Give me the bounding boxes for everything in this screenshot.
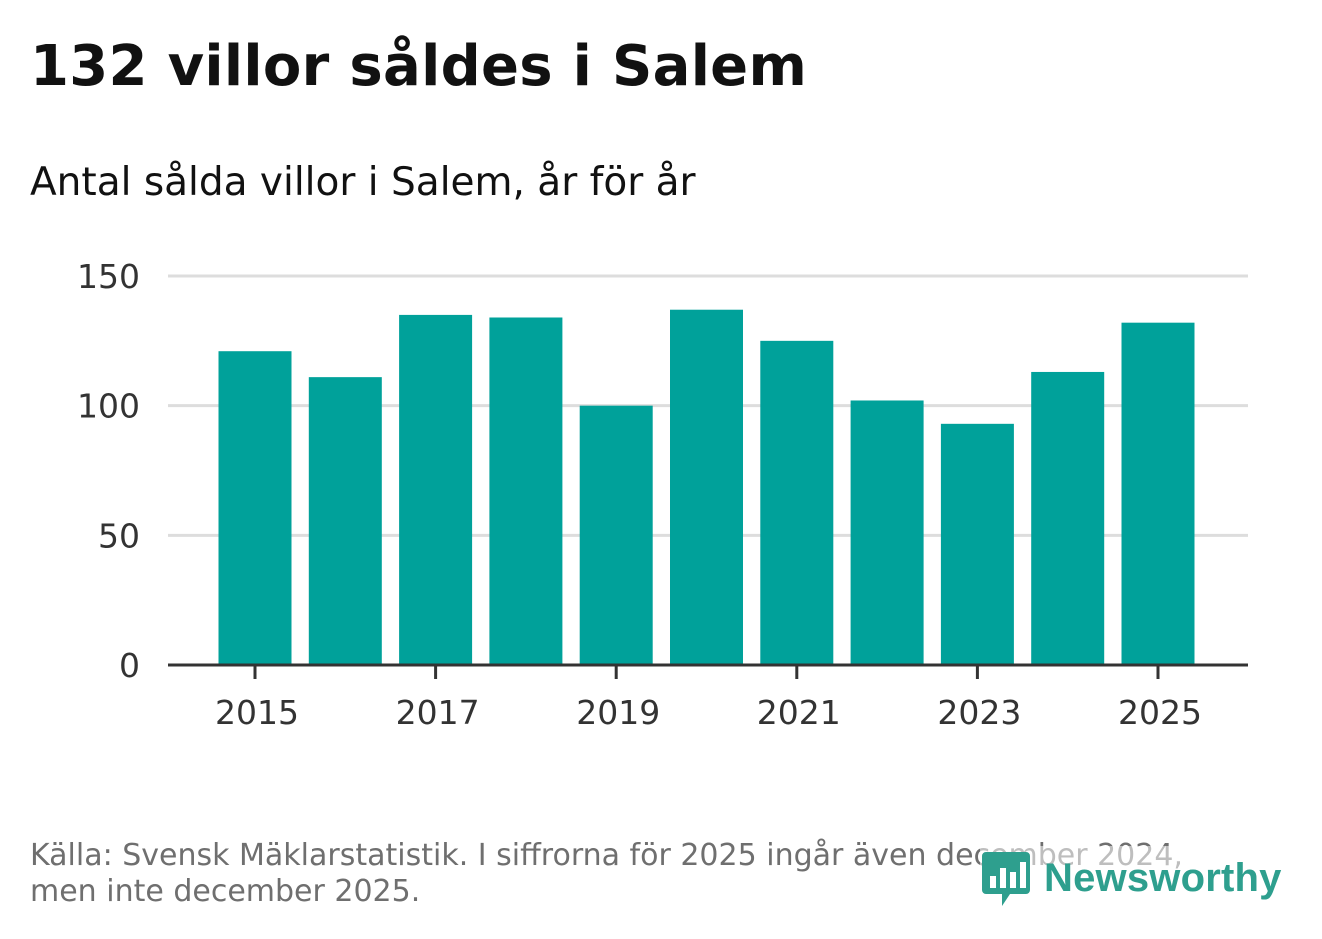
x-tick-label-2025: 2025 [1118, 693, 1202, 732]
bar-2019 [579, 405, 653, 665]
y-tick-label-150: 150 [77, 257, 140, 296]
bar-2023 [940, 423, 1014, 665]
bar-2016 [308, 377, 382, 665]
chart-subtitle: Antal sålda villor i Salem, år för år [30, 160, 696, 205]
x-tick-label-2023: 2023 [937, 693, 1021, 732]
y-tick-label-0: 0 [119, 646, 140, 685]
y-tick-label-50: 50 [98, 516, 140, 555]
source-note-line-2: men inte december 2025. [30, 874, 421, 909]
bar-2017 [399, 314, 473, 665]
newsworthy-bar-icon [982, 852, 1030, 906]
bar-2025 [1121, 322, 1195, 665]
chart-title: 132 villor såldes i Salem [30, 34, 808, 99]
bar-2018 [489, 317, 563, 665]
bar-2015 [218, 351, 292, 665]
bar-2021 [760, 340, 834, 665]
bar-2022 [850, 400, 924, 665]
bar-2020 [670, 309, 743, 665]
bar-2024 [1031, 371, 1105, 665]
x-tick-label-2019: 2019 [576, 693, 660, 732]
newsworthy-logo: Newsworthy [980, 846, 1282, 910]
x-tick-label-2021: 2021 [757, 693, 841, 732]
y-tick-label-100: 100 [77, 387, 140, 426]
x-tick-label-2017: 2017 [396, 693, 480, 732]
x-tick-label-2015: 2015 [215, 693, 299, 732]
brand-name: Newsworthy [1044, 855, 1282, 900]
